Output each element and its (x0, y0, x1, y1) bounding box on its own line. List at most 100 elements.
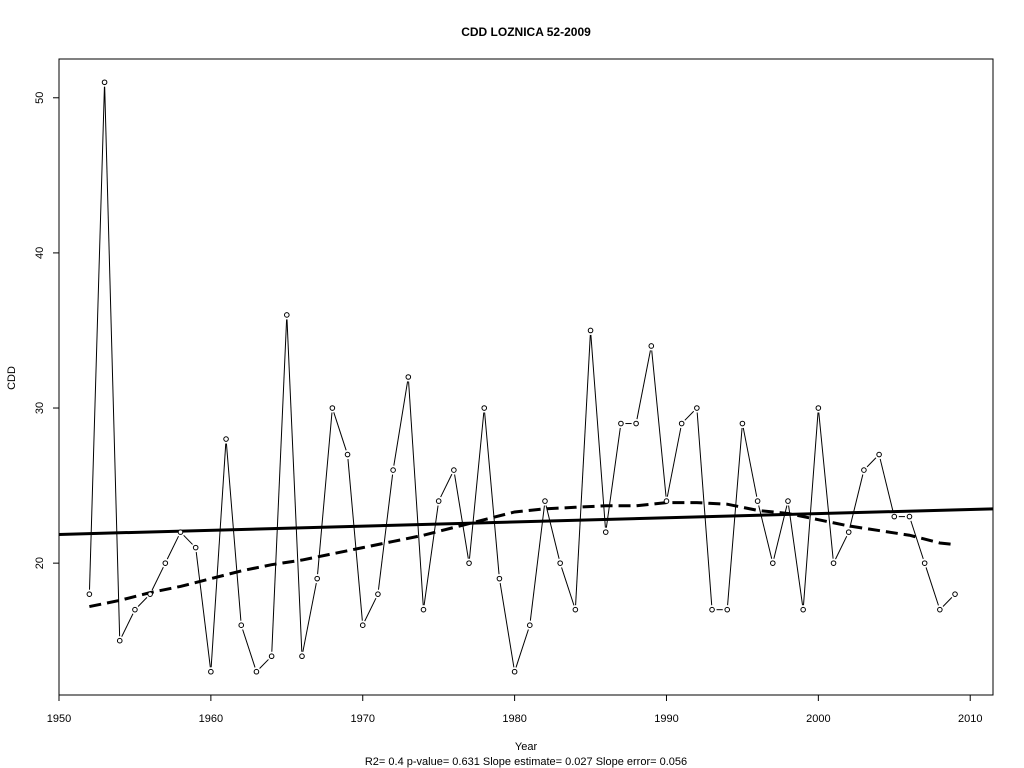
x-tick-label: 1960 (199, 713, 223, 725)
data-point (937, 606, 943, 613)
data-point (557, 560, 563, 566)
regression-stats: R2= 0.4 p-value= 0.631 Slope estimate= 0… (365, 756, 687, 768)
data-point (769, 560, 776, 566)
series-line-segment (104, 86, 121, 637)
data-point (526, 622, 533, 628)
series-line-segment (377, 474, 394, 590)
data-point (329, 405, 336, 411)
series-line-segment (347, 458, 363, 621)
series-line-segment (454, 474, 469, 559)
trend-line (58, 507, 994, 536)
series-line-segment (545, 505, 560, 559)
x-axis-label: Year (515, 741, 538, 753)
data-point (587, 327, 594, 334)
series-line-segment (561, 567, 575, 606)
data-point (785, 498, 791, 504)
data-point (572, 606, 579, 613)
y-axis-label: CDD (6, 366, 18, 390)
x-tick-label: 1980 (502, 713, 526, 725)
y-tick-label: 40 (34, 247, 46, 259)
series-line-segment (651, 350, 667, 497)
series-line-segment (758, 505, 773, 559)
series-line-segment (423, 505, 439, 606)
data-point (299, 653, 305, 660)
data-point (876, 451, 882, 458)
data-point (648, 343, 655, 349)
series-line-segment (866, 457, 877, 468)
chart-title: CDD LOZNICA 52-2009 (461, 25, 591, 39)
data-point (162, 560, 169, 566)
data-point (694, 405, 700, 411)
data-point (830, 560, 837, 566)
series-line-segment (910, 520, 924, 560)
series-line-segment (286, 319, 303, 652)
data-point (496, 575, 503, 582)
series-line-segment (696, 412, 713, 606)
data-point (678, 420, 685, 427)
data-point (253, 668, 260, 675)
series-line-segment (183, 534, 193, 545)
series-line-segment (666, 427, 682, 497)
data-point (420, 606, 427, 613)
data-point (754, 498, 761, 504)
series-line-segment (166, 535, 179, 560)
series-line-segment (393, 381, 409, 466)
data-point (390, 467, 396, 473)
series-line-segment (575, 334, 591, 606)
series-line-segment (849, 474, 864, 528)
series-line-segment (408, 381, 424, 606)
series-line-segment (210, 443, 227, 668)
series-line-segment (499, 583, 515, 668)
series-line-segment (151, 566, 164, 591)
x-tick-label: 1990 (654, 713, 678, 725)
data-point (815, 405, 822, 411)
series-line-segment (605, 427, 621, 528)
series-line-segment (942, 597, 953, 607)
series-line-segment (803, 412, 819, 606)
data-point (405, 374, 412, 380)
data-point (177, 529, 184, 535)
x-tick-label: 1950 (47, 713, 71, 725)
series-line-segment (835, 535, 848, 560)
series-line-segment (515, 629, 529, 668)
data-point (132, 606, 138, 613)
data-point (663, 498, 670, 504)
series-line-segment (364, 597, 377, 622)
data-point (238, 622, 245, 628)
series-line-segment (317, 412, 333, 575)
series-line-segment (302, 582, 317, 652)
y-tick-label: 50 (34, 92, 46, 104)
data-point (845, 529, 852, 535)
series-line-segment (225, 443, 242, 621)
series-line-segment (879, 458, 894, 513)
data-point (208, 668, 214, 675)
series-line-segment (818, 412, 834, 559)
data-point (284, 312, 290, 318)
data-point (192, 544, 199, 551)
data-point (268, 653, 275, 660)
data-point (451, 467, 457, 473)
series-line-segment (684, 410, 695, 421)
data-point (101, 79, 108, 86)
data-point (511, 668, 518, 675)
data-point (800, 606, 806, 613)
series-line-segment (195, 552, 211, 668)
series-line-segment (333, 412, 347, 451)
data-point (921, 560, 928, 566)
data-point (314, 575, 320, 582)
series-line-segment (590, 334, 606, 528)
data-point (861, 467, 867, 473)
data-point (724, 606, 731, 613)
series-line-segment (636, 350, 651, 420)
x-tick-label: 1970 (350, 713, 374, 725)
series-line-segment (259, 659, 269, 669)
data-point (542, 498, 548, 504)
data-point (952, 591, 958, 597)
data-point (86, 591, 93, 597)
data-point (739, 420, 746, 427)
y-tick-label: 30 (34, 402, 46, 414)
data-point (466, 560, 472, 566)
data-point (359, 622, 366, 628)
data-point (618, 420, 624, 427)
